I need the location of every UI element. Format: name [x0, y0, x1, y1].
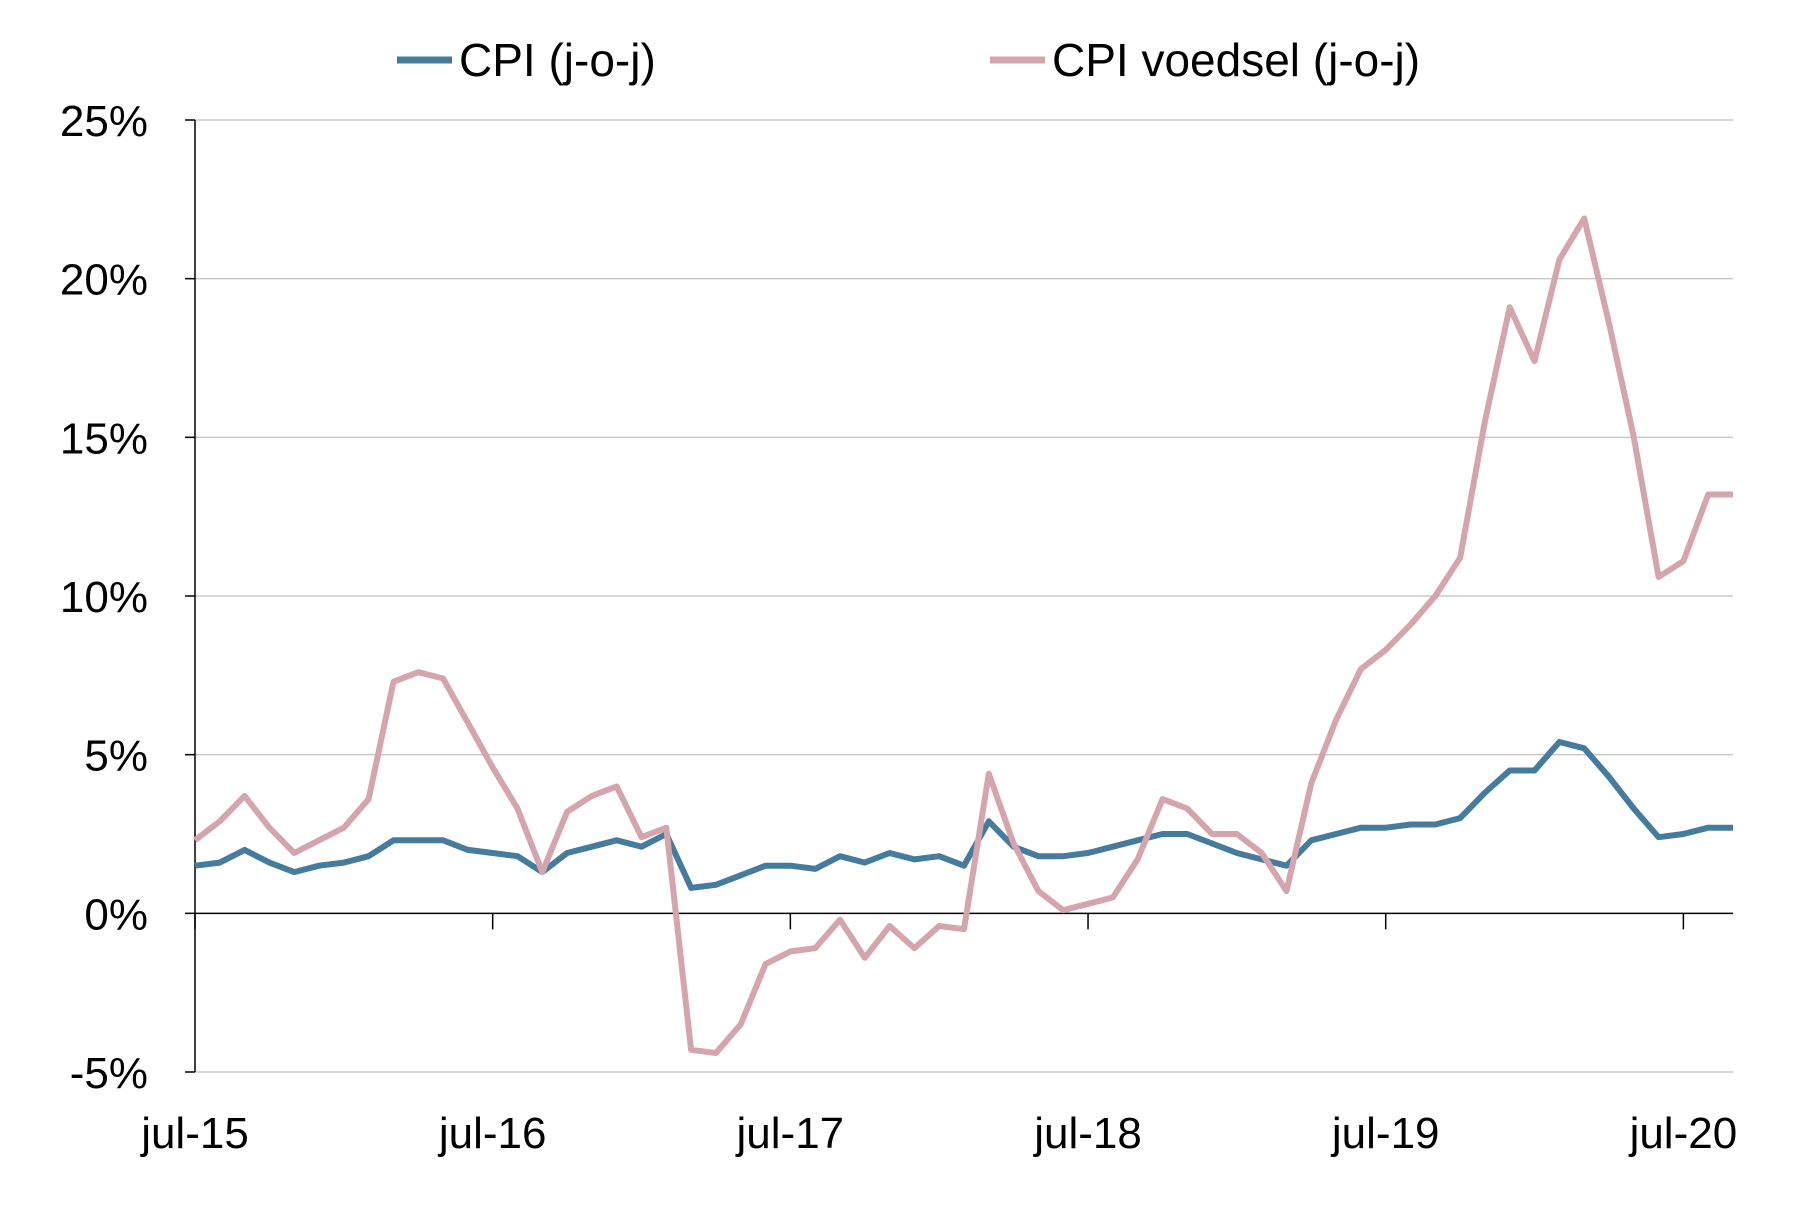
x-tick-label: jul-17	[735, 1109, 845, 1158]
y-tick-label: 10%	[60, 573, 148, 622]
x-tick-label: jul-18	[1032, 1109, 1142, 1158]
series-lines	[193, 215, 1733, 1056]
y-tick-label: 25%	[60, 97, 148, 146]
series-line-2	[193, 215, 1733, 1056]
gridlines	[195, 119, 1733, 1073]
y-tick-label: -5%	[70, 1049, 148, 1098]
y-tick-label: 5%	[84, 732, 148, 781]
legend: CPI (j-o-j) CPI voedsel (j-o-j)	[397, 34, 1420, 86]
y-tick-label: 15%	[60, 414, 148, 463]
legend-label-2: CPI voedsel (j-o-j)	[1052, 34, 1420, 86]
y-tick-label: 20%	[60, 256, 148, 305]
series-line-1	[194, 739, 1733, 891]
y-tick-label: 0%	[84, 890, 148, 939]
x-tick-label: jul-16	[437, 1109, 547, 1158]
x-tick-label: jul-19	[1330, 1109, 1440, 1158]
legend-label-1: CPI (j-o-j)	[459, 34, 656, 86]
axes: -5% 0% 5% 10% 15% 20% 25% jul-15 jul-16 jul-17 jul…	[60, 97, 1737, 1158]
x-tick-label: jul-20	[1628, 1109, 1738, 1158]
x-tick-label: jul-15	[139, 1109, 249, 1158]
